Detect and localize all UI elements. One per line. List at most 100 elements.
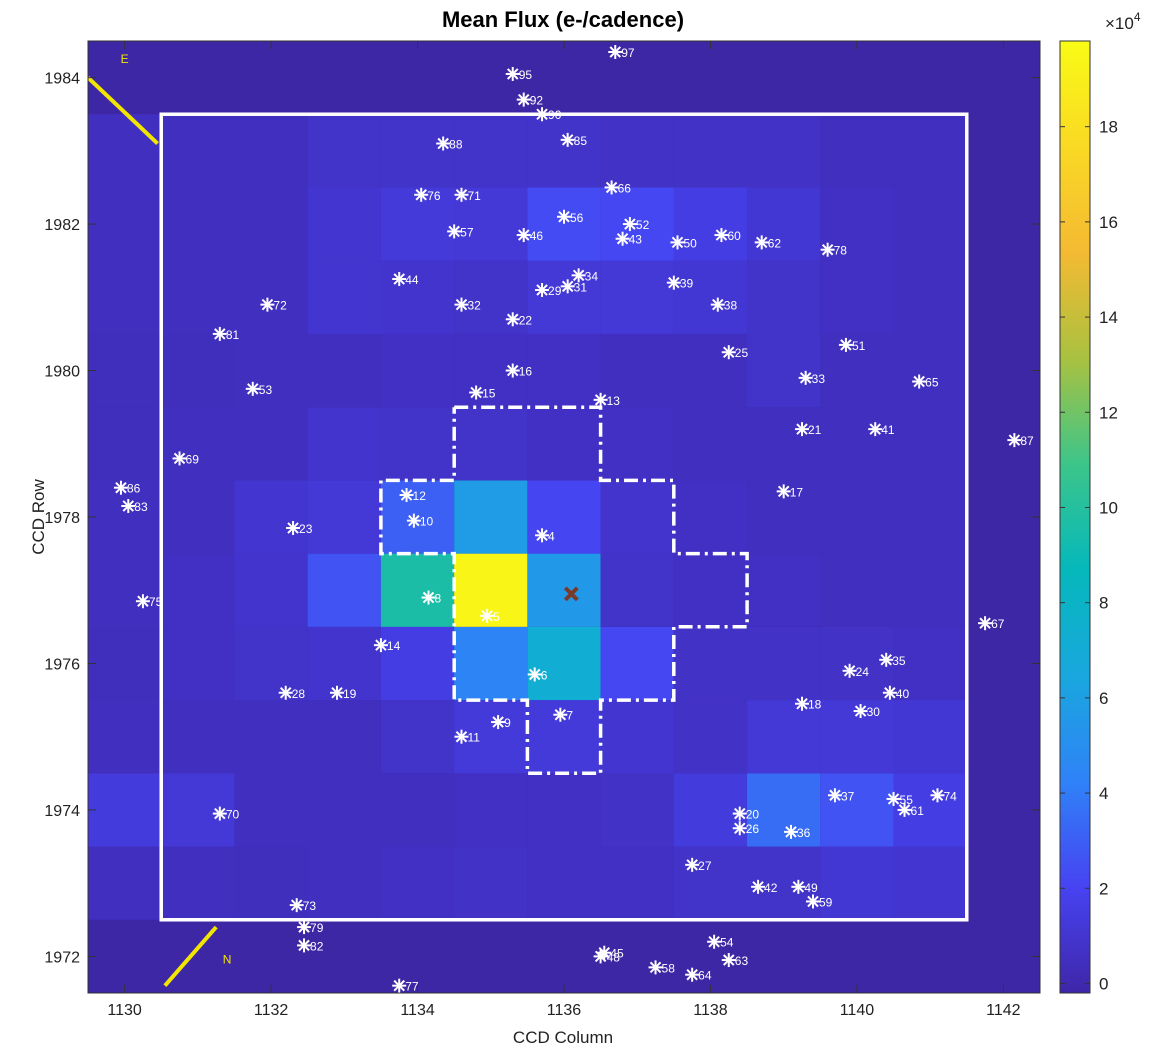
star-marker: 53 xyxy=(245,381,272,397)
colorbar-tick-label: 2 xyxy=(1099,879,1108,898)
heatmap-cell xyxy=(527,260,601,334)
star-label: 76 xyxy=(427,189,441,203)
y-tick-label: 1980 xyxy=(44,364,80,381)
star-label: 23 xyxy=(299,522,313,536)
star-marker: 92 xyxy=(516,92,543,108)
star-marker: 41 xyxy=(868,422,895,437)
heatmap-cell xyxy=(527,553,601,627)
star-label: 59 xyxy=(819,895,833,909)
star-marker: 67 xyxy=(978,616,1005,631)
heatmap-cell xyxy=(747,260,821,334)
heatmap-cell xyxy=(307,773,381,847)
star-label: 41 xyxy=(881,423,895,437)
star-label: 78 xyxy=(834,244,848,258)
star-label: 51 xyxy=(852,339,866,353)
star-label: 28 xyxy=(292,687,306,701)
x-tick-label: 1134 xyxy=(400,1002,435,1019)
heatmap-cell xyxy=(747,626,821,701)
heatmap-cell xyxy=(600,333,674,408)
colorbar-tick-label: 16 xyxy=(1099,213,1118,232)
colorbar-tick-label: 10 xyxy=(1099,498,1118,517)
star-marker: 51 xyxy=(838,337,866,353)
heatmap-cell xyxy=(893,333,967,408)
heatmap-cell xyxy=(307,480,381,554)
star-marker: 49 xyxy=(791,879,818,895)
star-marker: 25 xyxy=(721,345,748,360)
heatmap-cell xyxy=(820,333,894,408)
star-marker: 10 xyxy=(406,513,434,529)
heatmap-cell xyxy=(527,333,601,408)
heatmap-cell xyxy=(600,773,674,847)
star-label: 85 xyxy=(574,134,588,148)
heatmap-cell xyxy=(307,333,381,408)
heatmap-cell xyxy=(454,626,528,701)
heatmap-cell xyxy=(234,407,308,481)
star-label: 11 xyxy=(467,731,480,745)
heatmap-cell xyxy=(893,480,967,554)
heatmap-cell xyxy=(600,187,674,261)
compass-east-label: E xyxy=(121,52,129,66)
heatmap-cell xyxy=(161,553,235,627)
heatmap-cell xyxy=(88,553,162,627)
heatmap-cell xyxy=(673,407,748,481)
star-marker: 5 xyxy=(480,608,500,624)
heatmap-cell xyxy=(747,407,821,481)
star-marker: 9 xyxy=(491,715,511,730)
star-label: 95 xyxy=(519,68,533,82)
star-label: 56 xyxy=(570,211,584,225)
star-marker: 21 xyxy=(795,422,822,437)
star-marker: 61 xyxy=(897,802,924,818)
heatmap-cell xyxy=(234,700,308,774)
colorbar-tick-label: 6 xyxy=(1099,689,1108,708)
heatmap-cell xyxy=(893,407,967,481)
star-label: 90 xyxy=(548,108,562,122)
star-label: 24 xyxy=(856,665,870,679)
star-marker: 19 xyxy=(329,685,357,701)
heatmap-cell xyxy=(454,846,528,920)
y-tick-label: 1972 xyxy=(44,949,80,966)
heatmap-cell xyxy=(893,187,967,261)
star-marker: 70 xyxy=(212,806,239,822)
y-tick-label: 1974 xyxy=(44,803,80,820)
star-marker: 35 xyxy=(879,652,906,668)
heatmap-cell xyxy=(380,626,455,701)
star-label: 6 xyxy=(541,668,548,682)
star-marker: 58 xyxy=(648,960,675,975)
star-marker: 66 xyxy=(604,180,631,195)
star-label: 12 xyxy=(413,489,427,503)
heatmap-cell xyxy=(600,480,674,554)
heatmap-cell xyxy=(307,260,381,334)
star-marker: 88 xyxy=(436,136,463,152)
heatmap-cell xyxy=(307,407,381,481)
heatmap-cell xyxy=(600,407,674,481)
heatmap-cell xyxy=(380,333,455,408)
star-marker: 42 xyxy=(751,879,778,895)
colorbar-tick-label: 0 xyxy=(1099,974,1108,993)
star-marker: 38 xyxy=(710,297,738,313)
colorbar-multiplier: ×104 xyxy=(1105,10,1141,33)
heatmap-cell xyxy=(234,333,308,408)
star-marker: 7 xyxy=(553,707,573,723)
heatmap-cell xyxy=(893,114,967,188)
heatmap-cell xyxy=(747,700,821,774)
heatmap-cell xyxy=(527,114,601,188)
compass-north-line xyxy=(163,925,218,987)
star-marker: 20 xyxy=(732,806,760,822)
star-label: 38 xyxy=(724,299,738,313)
heatmap-cell xyxy=(673,480,748,554)
heatmap-cell xyxy=(307,187,381,261)
star-marker: 24 xyxy=(842,663,870,679)
star-marker: 11 xyxy=(454,729,480,745)
star-label: 52 xyxy=(636,218,650,232)
star-label: 65 xyxy=(925,376,939,390)
heatmap-cell xyxy=(820,114,894,188)
star-label: 5 xyxy=(493,610,500,624)
heatmap-cell xyxy=(747,846,821,920)
star-label: 20 xyxy=(746,808,760,822)
star-marker: 74 xyxy=(930,788,957,803)
heatmap-cell xyxy=(893,700,967,774)
star-marker: 85 xyxy=(560,132,588,148)
star-marker: 46 xyxy=(516,228,543,243)
heatmap-cell xyxy=(88,846,162,920)
